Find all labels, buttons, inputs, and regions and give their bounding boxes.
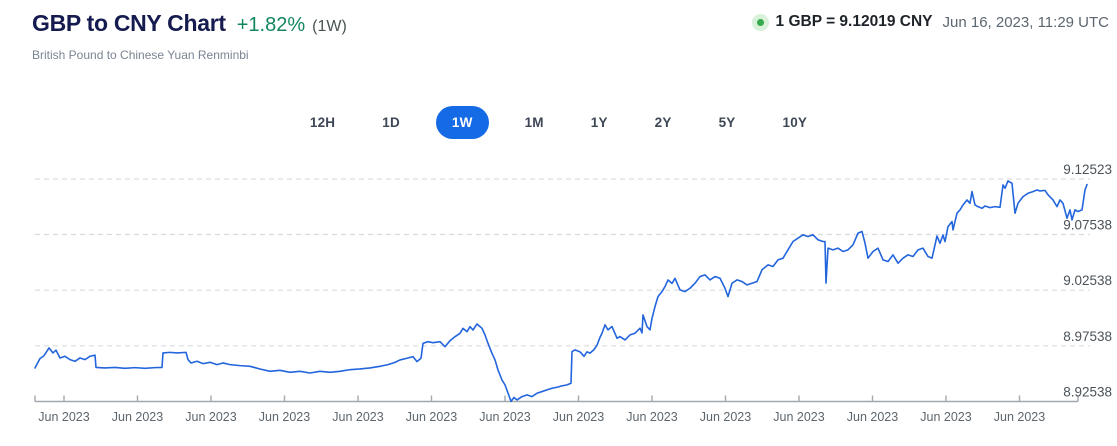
svg-text:9.12523: 9.12523 <box>1063 162 1112 177</box>
chart-canvas[interactable]: 9.12523 9.07538 9.02538 8.97538 8.92538 Jun 2… <box>0 160 1117 446</box>
exchange-rate-chart: 9.12523 9.07538 9.02538 8.97538 8.92538 Jun 2… <box>0 160 1117 446</box>
svg-text:9.07538: 9.07538 <box>1063 217 1112 232</box>
svg-text:Jun 2023: Jun 2023 <box>773 410 824 424</box>
rate-line-series <box>34 180 1088 403</box>
page-subtitle: British Pound to Chinese Yuan Renminbi <box>32 48 249 62</box>
range-button-1w[interactable]: 1W <box>435 106 489 139</box>
chart-header: GBP to CNY Chart +1.82% (1W) British Pou… <box>32 10 1109 62</box>
range-button-10y[interactable]: 10Y <box>772 106 819 139</box>
change-period: (1W) <box>312 18 347 35</box>
live-indicator-icon <box>751 13 769 31</box>
svg-text:Jun 2023: Jun 2023 <box>479 410 530 424</box>
svg-text:Jun 2023: Jun 2023 <box>259 410 310 424</box>
gridlines <box>35 178 1090 347</box>
range-button-12h[interactable]: 12H <box>299 106 346 139</box>
range-button-5y[interactable]: 5Y <box>708 106 747 139</box>
svg-text:8.97538: 8.97538 <box>1063 329 1112 344</box>
svg-text:Jun 2023: Jun 2023 <box>626 410 677 424</box>
x-axis <box>34 395 1079 403</box>
svg-text:Jun 2023: Jun 2023 <box>847 410 898 424</box>
svg-text:Jun 2023: Jun 2023 <box>332 410 383 424</box>
svg-text:Jun 2023: Jun 2023 <box>406 410 457 424</box>
rate-timestamp: Jun 16, 2023, 11:29 UTC <box>942 13 1110 31</box>
live-rate-block: 1 GBP = 9.12019 CNY Jun 16, 2023, 11:29 … <box>751 13 1110 31</box>
range-button-1d[interactable]: 1D <box>371 106 411 139</box>
svg-text:Jun 2023: Jun 2023 <box>920 410 971 424</box>
y-axis-labels: 9.12523 9.07538 9.02538 8.97538 8.92538 <box>1063 162 1112 400</box>
time-range-selector: 12H 1D 1W 1M 1Y 2Y 5Y 10Y <box>0 106 1117 139</box>
range-button-2y[interactable]: 2Y <box>644 106 683 139</box>
svg-text:Jun 2023: Jun 2023 <box>38 410 89 424</box>
svg-text:8.92538: 8.92538 <box>1063 385 1112 400</box>
svg-text:Jun 2023: Jun 2023 <box>700 410 751 424</box>
title-block: GBP to CNY Chart +1.82% (1W) British Pou… <box>32 10 347 62</box>
svg-text:Jun 2023: Jun 2023 <box>185 410 236 424</box>
page-title: GBP to CNY Chart <box>32 10 226 36</box>
range-button-1y[interactable]: 1Y <box>580 106 619 139</box>
svg-text:Jun 2023: Jun 2023 <box>994 410 1045 424</box>
current-rate: 1 GBP = 9.12019 CNY <box>775 13 933 30</box>
change-percent: +1.82% <box>236 14 306 36</box>
x-axis-labels: Jun 2023 Jun 2023 Jun 2023 Jun 2023 Jun 2023… <box>38 410 1045 424</box>
svg-text:Jun 2023: Jun 2023 <box>553 410 604 424</box>
svg-text:9.02538: 9.02538 <box>1063 273 1112 288</box>
svg-text:Jun 2023: Jun 2023 <box>112 410 163 424</box>
range-button-1m[interactable]: 1M <box>514 106 555 139</box>
